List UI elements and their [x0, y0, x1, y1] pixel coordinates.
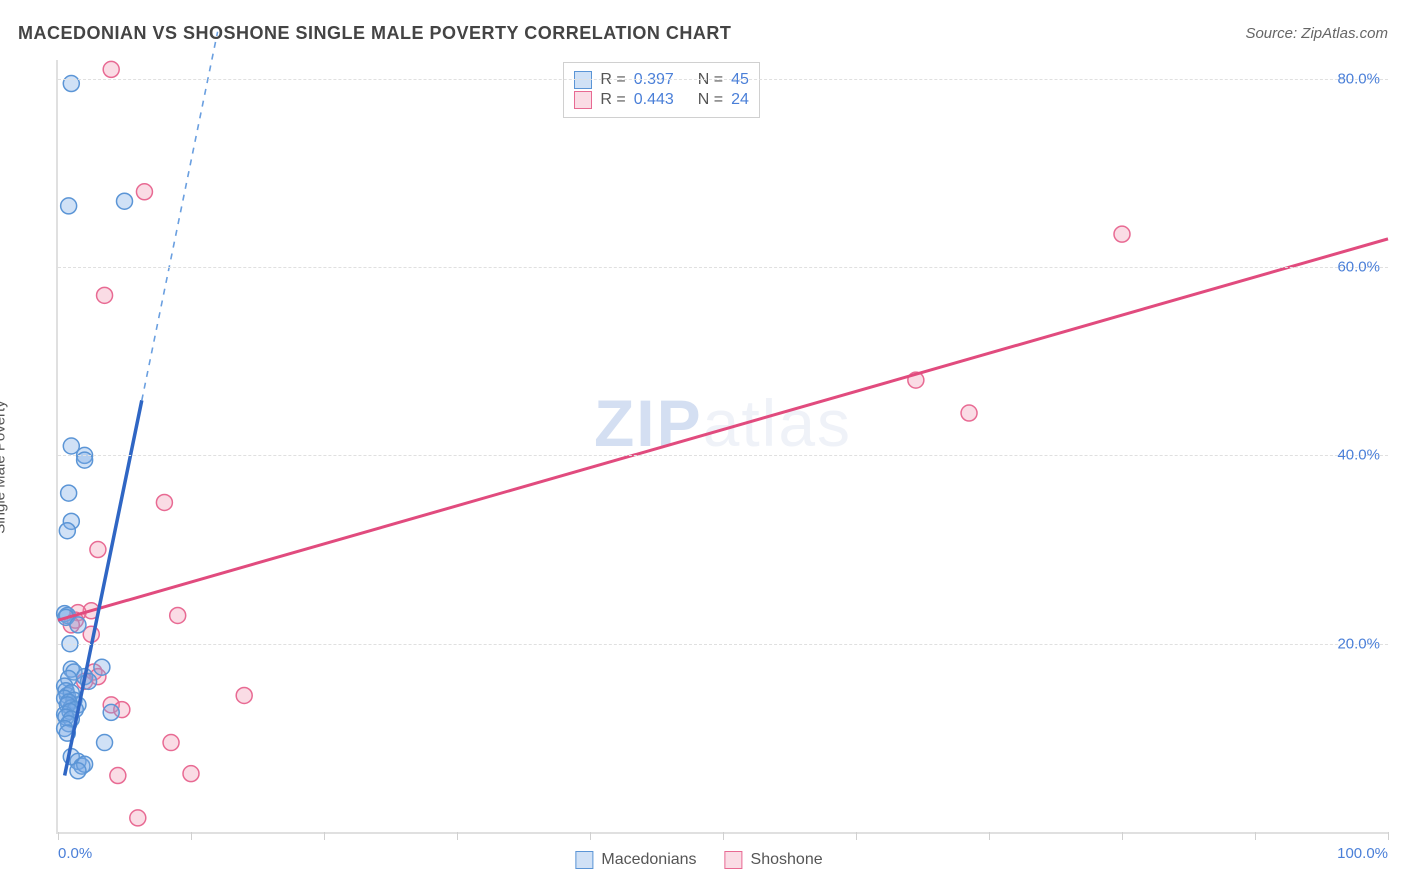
shoshone-trend-line [58, 239, 1388, 620]
macedonians-point [117, 193, 133, 209]
x-tick [989, 832, 990, 840]
source-attribution: Source: ZipAtlas.com [1245, 25, 1388, 42]
legend-swatch [725, 851, 743, 869]
gridline [58, 267, 1388, 268]
legend-swatch [574, 91, 592, 109]
macedonians-point [59, 523, 75, 539]
x-tick [58, 832, 59, 840]
correlation-legend: R = 0.397 N = 45 R = 0.443 N = 24 [563, 62, 760, 118]
x-tick [1122, 832, 1123, 840]
legend-n-label: N = [698, 71, 723, 89]
shoshone-point [156, 494, 172, 510]
legend-r-label: R = [600, 91, 625, 109]
shoshone-point [110, 768, 126, 784]
legend-r-label: R = [600, 71, 625, 89]
x-tick [324, 832, 325, 840]
y-tick-label: 80.0% [1337, 70, 1380, 87]
macedonians-point [70, 617, 86, 633]
x-tick [1388, 832, 1389, 840]
shoshone-point [236, 687, 252, 703]
macedonians-point [94, 659, 110, 675]
legend-row-macedonians: R = 0.397 N = 45 [574, 71, 749, 89]
macedonians-point [103, 704, 119, 720]
legend-r-value: 0.397 [634, 71, 674, 89]
x-tick-label: 0.0% [58, 845, 92, 862]
legend-n-value: 45 [731, 71, 749, 89]
legend-n-value: 24 [731, 91, 749, 109]
plot-wrapper: Single Male Poverty ZIPatlas R = 0.397N … [10, 60, 1388, 874]
shoshone-point [183, 766, 199, 782]
macedonians-trend-extrapolation [142, 32, 218, 401]
shoshone-point [97, 287, 113, 303]
gridline [58, 455, 1388, 456]
legend-swatch [575, 851, 593, 869]
shoshone-point [961, 405, 977, 421]
x-tick [723, 832, 724, 840]
shoshone-point [1114, 226, 1130, 242]
series-legend-label: Shoshone [751, 851, 823, 869]
shoshone-point [103, 61, 119, 77]
shoshone-point [90, 542, 106, 558]
chart-svg [58, 60, 1388, 832]
legend-n-label: N = [698, 91, 723, 109]
legend-row-shoshone: R = 0.443 N = 24 [574, 91, 749, 109]
y-tick-label: 40.0% [1337, 447, 1380, 464]
series-legend-item-shoshone: Shoshone [725, 851, 823, 869]
macedonians-point [61, 485, 77, 501]
shoshone-point [136, 184, 152, 200]
legend-swatch [574, 71, 592, 89]
x-tick [457, 832, 458, 840]
macedonians-point [97, 735, 113, 751]
y-tick-label: 20.0% [1337, 635, 1380, 652]
macedonians-point [61, 198, 77, 214]
y-axis-label: Single Male Poverty [0, 400, 9, 533]
y-tick-label: 60.0% [1337, 259, 1380, 276]
shoshone-point [170, 607, 186, 623]
gridline [58, 79, 1388, 80]
x-tick [1255, 832, 1256, 840]
chart-title: MACEDONIAN VS SHOSHONE SINGLE MALE POVER… [18, 23, 731, 44]
x-tick [856, 832, 857, 840]
x-tick [590, 832, 591, 840]
shoshone-point [163, 735, 179, 751]
gridline [58, 644, 1388, 645]
macedonians-point [70, 763, 86, 779]
legend-r-value: 0.443 [634, 91, 674, 109]
shoshone-point [130, 810, 146, 826]
series-legend-item-macedonians: Macedonians [575, 851, 696, 869]
chart-container: MACEDONIAN VS SHOSHONE SINGLE MALE POVER… [0, 0, 1406, 892]
series-legend: Macedonians Shoshone [575, 851, 822, 869]
plot-area: ZIPatlas R = 0.397N = 45R = 0.443N = 24 … [56, 60, 1388, 834]
x-tick-label: 100.0% [1337, 845, 1388, 862]
x-tick [191, 832, 192, 840]
series-legend-label: Macedonians [601, 851, 696, 869]
header: MACEDONIAN VS SHOSHONE SINGLE MALE POVER… [18, 18, 1388, 48]
